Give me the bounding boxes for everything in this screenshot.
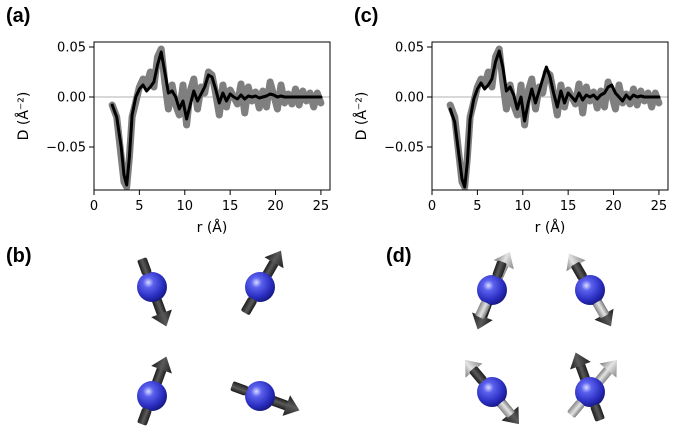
atom-sphere xyxy=(477,377,507,407)
spin-site xyxy=(137,257,172,327)
x-tick-label: 20 xyxy=(605,199,622,214)
spin-panel-b xyxy=(137,250,300,426)
spin-site xyxy=(230,381,300,416)
x-tick-label: 25 xyxy=(313,199,330,214)
chart-a-marks xyxy=(94,45,330,191)
x-tick-label: 10 xyxy=(514,199,531,214)
x-tick-label: 25 xyxy=(651,199,668,214)
chart-c: 0 5 10 15 20 25 0.05 0.00 −0.05 r (Å) D (Å⁻²) xyxy=(353,41,669,236)
chart-a-ticks: 0 5 10 15 20 25 0.05 0.00 −0.05 xyxy=(46,41,329,215)
chart-c-marks xyxy=(432,45,668,191)
spin-site xyxy=(241,250,284,315)
x-tick-label: 20 xyxy=(267,199,284,214)
atom-sphere xyxy=(137,272,167,302)
atom-sphere xyxy=(137,381,167,411)
experiment-line xyxy=(446,45,663,191)
panel-label-d: (d) xyxy=(386,245,412,267)
atom-sphere xyxy=(477,275,507,305)
y-tick-label: 0.05 xyxy=(57,41,86,56)
y-tick-label: 0.05 xyxy=(395,41,424,56)
x-tick-label: 10 xyxy=(176,199,193,214)
x-tick-label: 15 xyxy=(560,199,577,214)
y-tick-label: −0.05 xyxy=(46,141,86,156)
panel-label-c: (c) xyxy=(354,5,378,27)
spin-site xyxy=(567,352,617,422)
chart-a-frame xyxy=(93,41,331,191)
panel-label-b: (b) xyxy=(6,245,32,267)
atom-sphere xyxy=(575,275,605,305)
x-tick-label: 0 xyxy=(428,199,436,214)
chart-c-ylabel: D (Å⁻²) xyxy=(353,92,370,141)
spin-site xyxy=(465,359,519,425)
x-tick-label: 5 xyxy=(135,199,143,214)
fit-line xyxy=(110,50,323,187)
x-tick-label: 15 xyxy=(222,199,239,214)
spin-site xyxy=(137,356,172,426)
chart-c-xlabel: r (Å) xyxy=(535,219,566,236)
chart-c-frame xyxy=(431,41,669,191)
panel-label-a: (a) xyxy=(6,5,30,27)
atom-sphere xyxy=(245,381,275,411)
y-tick-label: 0.00 xyxy=(395,91,424,106)
y-tick-label: 0.00 xyxy=(57,91,86,106)
x-tick-label: 0 xyxy=(90,199,98,214)
fit-line xyxy=(448,49,661,189)
spin-panel-d xyxy=(465,251,617,425)
x-tick-label: 5 xyxy=(473,199,481,214)
y-tick-label: −0.05 xyxy=(384,141,424,156)
chart-a-ylabel: D (Å⁻²) xyxy=(15,92,32,141)
chart-a: 0 5 10 15 20 25 0.05 0.00 −0.05 r (Å) D (Å⁻²) xyxy=(15,41,331,236)
chart-a-xlabel: r (Å) xyxy=(197,219,228,236)
spin-site xyxy=(566,253,614,327)
atom-sphere xyxy=(245,272,275,302)
spin-site xyxy=(472,251,514,330)
atom-sphere xyxy=(575,377,605,407)
experiment-line xyxy=(108,45,325,191)
chart-c-ticks: 0 5 10 15 20 25 0.05 0.00 −0.05 xyxy=(384,41,667,215)
